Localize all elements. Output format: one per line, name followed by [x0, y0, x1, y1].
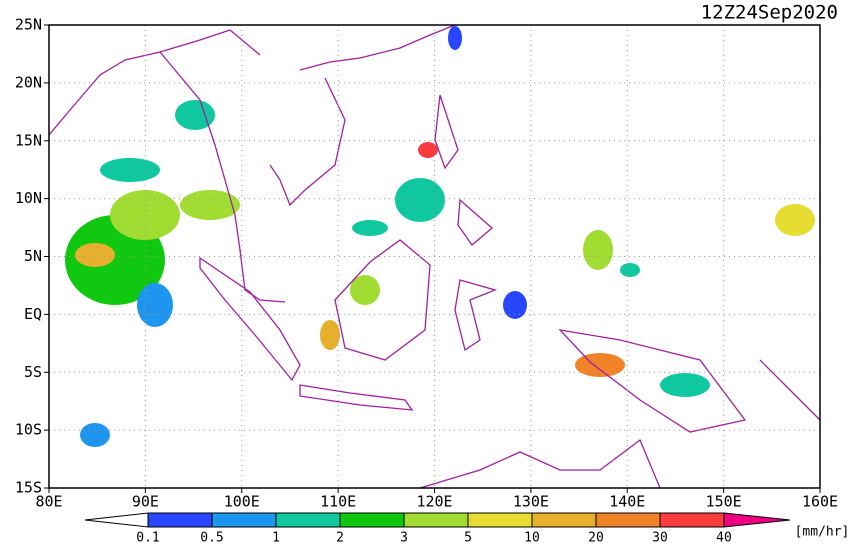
- coastline: [48, 29, 261, 136]
- colorbar-label: 3: [400, 531, 408, 544]
- rain-area: [395, 178, 445, 222]
- colorbar-label: 10: [524, 531, 540, 544]
- lon-tick-label: 130E: [513, 493, 549, 511]
- coastline: [299, 384, 414, 411]
- colorbar-label: 20: [588, 531, 604, 544]
- coastline: [299, 24, 456, 71]
- rain-area: [620, 263, 640, 277]
- map-frame: [48, 24, 821, 489]
- lon-tick-label: 90E: [132, 493, 159, 511]
- rain-area: [175, 100, 215, 130]
- colorbar-max-triangle: [723, 512, 791, 528]
- rain-area: [180, 190, 240, 220]
- colorbar-box: [659, 512, 725, 528]
- lat-tick-label: EQ: [24, 305, 42, 323]
- colorbar-box: [403, 512, 469, 528]
- colorbar-label: 0.5: [200, 531, 223, 544]
- colorbar: [mm/hr] 0.1 0.5 1 2 3 5 10 20 30 40: [84, 512, 850, 544]
- colorbar-box: [467, 512, 533, 528]
- colorbar-box: [595, 512, 661, 528]
- rain-area: [660, 373, 710, 397]
- lon-tick-label: 140E: [609, 493, 645, 511]
- rain-area: [75, 243, 115, 267]
- lat-tick-label: 5S: [24, 363, 42, 381]
- colorbar-box: [339, 512, 405, 528]
- colorbar-label: 30: [652, 531, 668, 544]
- rain-area: [350, 275, 380, 305]
- colorbar-box: [147, 512, 213, 528]
- rain-area: [503, 291, 527, 319]
- lon-tick-label: 150E: [706, 493, 742, 511]
- colorbar-label: 40: [716, 531, 732, 544]
- coastline: [759, 359, 821, 421]
- lon-tick-label: 160E: [802, 493, 838, 511]
- coastline: [269, 77, 346, 207]
- coastline: [159, 51, 286, 303]
- coastlines: [48, 24, 821, 489]
- lon-tick-label: 120E: [416, 493, 452, 511]
- coastline: [454, 279, 498, 352]
- colorbar-label: 1: [272, 531, 280, 544]
- lat-tick-label: 25N: [15, 16, 42, 34]
- coastline: [199, 256, 301, 382]
- lat-tick-label: 10N: [15, 189, 42, 207]
- rain-area: [575, 353, 625, 377]
- lon-tick-label: 80E: [35, 493, 62, 511]
- rain-area: [583, 230, 613, 270]
- rain-area: [775, 204, 815, 236]
- rain-area: [137, 283, 173, 327]
- colorbar-box: [531, 512, 597, 528]
- rain-area: [418, 142, 438, 158]
- rain-area: [352, 220, 388, 236]
- colorbar-min-triangle: [84, 512, 149, 528]
- colorbar-label: 5: [464, 531, 472, 544]
- lon-tick-label: 100E: [224, 493, 260, 511]
- rain-area: [320, 320, 340, 350]
- coastline: [334, 239, 431, 361]
- coastline: [434, 94, 459, 170]
- coastline: [457, 198, 493, 246]
- axes: 80E 90E 100E 110E 120E 130E 140E 150E 160E 25N 20N…: [15, 16, 838, 511]
- colorbar-label: 2: [336, 531, 344, 544]
- colorbar-box: [211, 512, 277, 528]
- colorbar-box: [275, 512, 341, 528]
- colorbar-unit: [mm/hr]: [795, 525, 850, 540]
- rain-area: [100, 158, 160, 182]
- precipitation: [65, 26, 815, 447]
- lat-tick-label: 15N: [15, 131, 42, 149]
- lat-tick-label: 20N: [15, 73, 42, 91]
- coastline: [419, 438, 661, 489]
- rain-area: [80, 423, 110, 447]
- coastline: [558, 329, 747, 433]
- lat-tick-label: 5N: [24, 247, 42, 265]
- lon-tick-label: 110E: [320, 493, 356, 511]
- lat-tick-label: 10S: [15, 421, 42, 439]
- map-title: 12Z24Sep2020: [701, 2, 838, 24]
- rain-area: [448, 26, 462, 50]
- lat-tick-label: 15S: [15, 479, 42, 497]
- colorbar-label: 0.1: [136, 531, 159, 544]
